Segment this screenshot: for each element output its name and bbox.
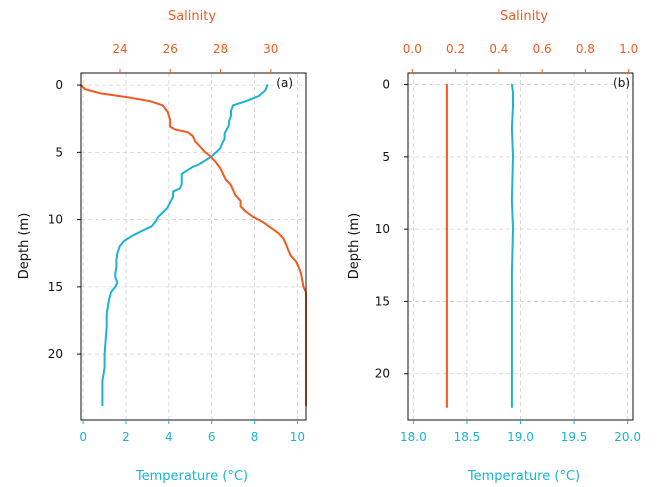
panel-b-ticks: 18.0 18.5 19.0 19.5 20.0 0 5 10 15 20 0.0 0.2 0.4 0.6…	[375, 42, 641, 444]
panel-a-bottom-tick-label: 4	[165, 430, 173, 444]
panel-a-y-tick-label: 20	[48, 347, 63, 361]
panel-a-label: (a)	[276, 76, 293, 90]
panel-a-y-tick-label: 10	[48, 213, 63, 227]
panel-a-bottom-tick-label: 8	[251, 430, 259, 444]
panel-b-top-tick-label: 0.0	[403, 42, 422, 56]
panel-b-temperature-line	[510, 83, 514, 408]
panel-a-y-tick-label: 15	[48, 280, 63, 294]
panel-b-bottom-tick-label: 18.5	[454, 430, 481, 444]
panel-b-bottom-xlabel: Temperature (°C)	[467, 469, 580, 484]
panel-b-bottom-tick-label: 20.0	[614, 430, 641, 444]
panel-a-top-tick-label: 28	[213, 42, 228, 56]
panel-a-y-tick-label: 0	[55, 78, 63, 92]
panel-a-bottom-tick-label: 0	[79, 430, 87, 444]
panel-a-y-tick-label: 5	[55, 145, 63, 159]
panel-a-top-tick-label: 26	[163, 42, 178, 56]
panel-a-bottom-xlabel: Temperature (°C)	[135, 469, 248, 484]
panel-b-top-tick-label: 0.6	[533, 42, 552, 56]
panel-b-y-tick-label: 15	[375, 294, 390, 308]
panel-a-bottom-tick-label: 6	[208, 430, 216, 444]
panel-a-ylabel: Depth (m)	[17, 213, 32, 280]
panel-b-ylabel: Depth (m)	[347, 213, 362, 280]
panel-b-y-tick-label: 5	[382, 150, 390, 164]
panel-b-top-tick-label: 1.0	[619, 42, 638, 56]
panel-b-top-tick-label: 0.2	[446, 42, 465, 56]
panel-b-top-xlabel: Salinity	[500, 9, 548, 24]
panel-a-bottom-tick-label: 2	[122, 430, 130, 444]
panel-a-temperature-line	[101, 84, 269, 407]
panel-b-label: (b)	[613, 76, 630, 90]
panel-a-grid	[81, 73, 306, 420]
panel-b-top-tick-label: 0.8	[576, 42, 595, 56]
panel-b-bottom-tick-label: 18.0	[400, 430, 427, 444]
panel-a-top-tick-label: 30	[263, 42, 278, 56]
panel-b-bottom-tick-label: 19.0	[507, 430, 534, 444]
panel-a-top-xlabel: Salinity	[168, 9, 216, 24]
panel-a-bottom-tick-label: 10	[290, 430, 305, 444]
panel-b-y-tick-label: 20	[375, 367, 390, 381]
panel-a-plot-area	[81, 73, 306, 420]
panel-b: 18.0 18.5 19.0 19.5 20.0 0 5 10 15 20 0.0 0.2 0.4 0.6…	[347, 9, 641, 484]
panel-b-series	[445, 83, 514, 408]
panel-b-bottom-tick-label: 19.5	[561, 430, 588, 444]
panel-a-frame	[80, 72, 307, 421]
panel-b-y-tick-label: 0	[382, 78, 390, 92]
panel-b-top-tick-label: 0.4	[489, 42, 508, 56]
panel-b-y-tick-label: 10	[375, 222, 390, 236]
panel-b-grid	[408, 73, 633, 420]
panel-a-top-tick-label: 24	[112, 42, 127, 56]
